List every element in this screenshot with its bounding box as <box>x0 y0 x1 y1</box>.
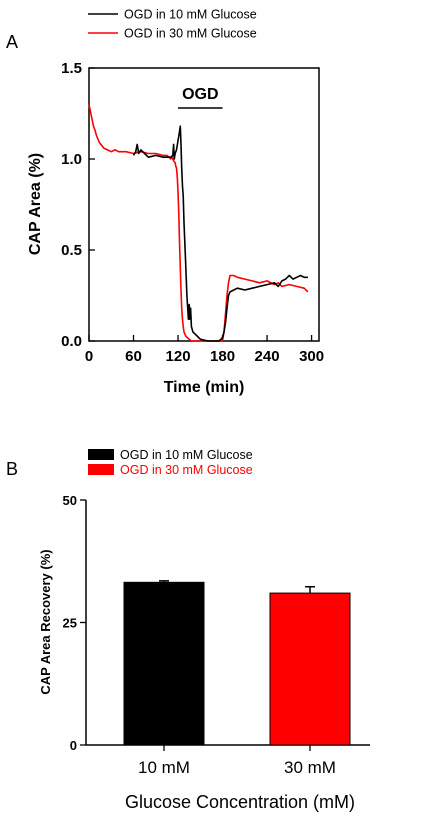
legend-b: OGD in 10 mM Glucose OGD in 30 mM Glucos… <box>88 448 253 477</box>
y-tick-label-a: 1.5 <box>61 60 82 77</box>
legend-a-label-10mm: OGD in 10 mM Glucose <box>124 8 257 22</box>
x-tick-label-a: 300 <box>299 348 324 365</box>
legend-b-swatch-30mm <box>88 464 114 475</box>
x-category-label-b: 30 mM <box>284 758 336 777</box>
x-tick-label-a: 120 <box>166 348 191 365</box>
y-axis-title-b: CAP Area Recovery (%) <box>38 549 53 694</box>
x-tick-label-a: 240 <box>255 348 280 365</box>
ogd-annotation: OGD <box>182 86 218 103</box>
panel-b: B OGD in 10 mM Glucose OGD in 30 mM Gluc… <box>6 448 370 812</box>
x-category-label-b: 10 mM <box>138 758 190 777</box>
x-axis-title-b: Glucose Concentration (mM) <box>125 792 355 812</box>
legend-a-label-30mm: OGD in 30 mM Glucose <box>124 27 257 41</box>
plot-frame-a <box>88 67 320 342</box>
legend-b-label-10mm: OGD in 10 mM Glucose <box>120 448 253 462</box>
panel-a: A OGD in 10 mM Glucose OGD in 30 mM Gluc… <box>6 8 324 397</box>
y-tick-label-a: 0.5 <box>61 242 82 259</box>
series-line-30mm <box>88 104 309 342</box>
y-axis-title-a: CAP Area (%) <box>27 153 44 255</box>
panel-a-label: A <box>6 32 18 52</box>
bar-30mm <box>269 592 351 746</box>
x-tick-label-a: 0 <box>85 348 93 365</box>
y-tick-label-b: 25 <box>63 616 77 631</box>
x-axis-title-a: Time (min) <box>164 379 245 396</box>
x-tick-label-a: 180 <box>210 348 235 365</box>
ticks-a: 0 60 120 180 240 300 0.0 0.5 1.0 1.5 <box>61 60 324 365</box>
legend-b-label-30mm: OGD in 30 mM Glucose <box>120 463 253 477</box>
series-lines-a <box>88 104 309 342</box>
series-line-10mm <box>132 125 308 342</box>
bars-b: 10 mM 30 mM <box>123 580 351 777</box>
y-tick-label-b: 50 <box>63 493 77 508</box>
y-tick-label-a: 0.0 <box>61 333 82 350</box>
y-tick-label-b: 0 <box>70 738 77 753</box>
y-tick-label-a: 1.0 <box>61 151 82 168</box>
legend-a: OGD in 10 mM Glucose OGD in 30 mM Glucos… <box>88 8 257 41</box>
panel-b-label: B <box>6 459 18 479</box>
bar-10mm <box>123 581 205 746</box>
x-tick-label-a: 60 <box>125 348 142 365</box>
ticks-b: 0 25 50 <box>63 493 86 753</box>
legend-b-swatch-10mm <box>88 449 114 460</box>
